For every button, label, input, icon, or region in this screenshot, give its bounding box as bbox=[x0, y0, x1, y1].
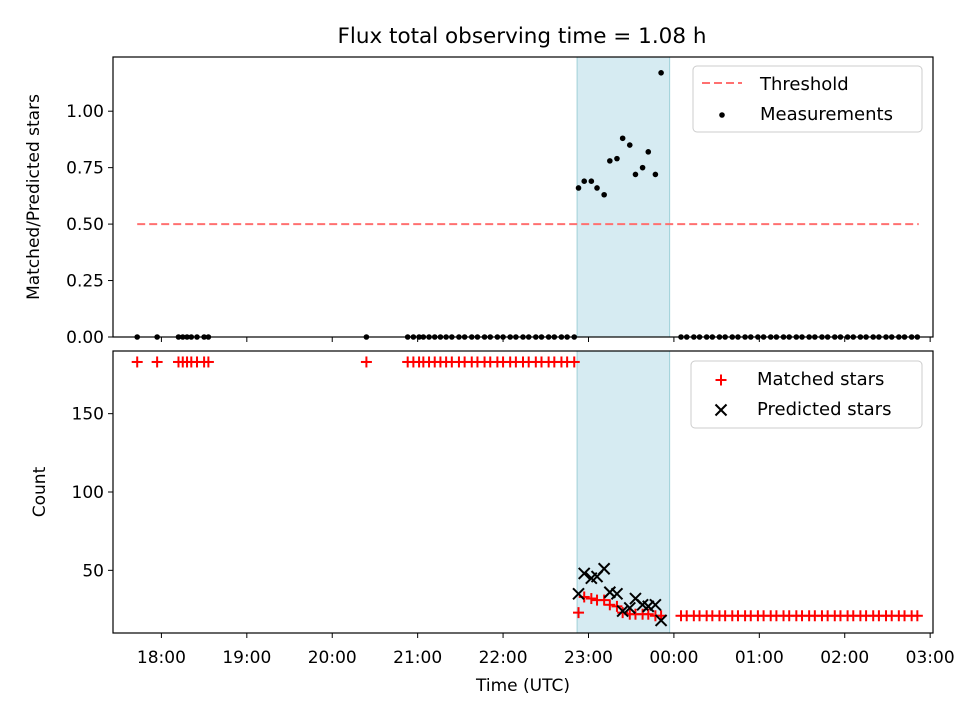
predicted-stars-points bbox=[572, 562, 668, 627]
ratio-y-axis-ticks: 0.00 0.25 0.50 0.75 1.00 bbox=[66, 102, 113, 348]
measurement-point bbox=[575, 185, 582, 191]
x-tick-label: 21:00 bbox=[393, 648, 442, 668]
x-tick-label: 01:00 bbox=[735, 648, 784, 668]
measurement-point bbox=[652, 171, 659, 178]
matched-star-marker bbox=[642, 608, 654, 620]
predicted-legend-marker bbox=[714, 403, 728, 417]
chart-title: Flux total observing time = 1.08 h bbox=[338, 24, 707, 49]
time-x-axis-label: Time (UTC) bbox=[475, 676, 570, 696]
x-tick-label: 19:00 bbox=[222, 648, 271, 668]
ratio-panel: 0.00 0.25 0.50 0.75 1.00 Matched/Predicted s… bbox=[24, 56, 934, 348]
matched-star-marker bbox=[598, 594, 610, 606]
measurement-point bbox=[614, 155, 620, 162]
matched-star-marker bbox=[202, 356, 214, 368]
predicted-star-marker bbox=[649, 598, 662, 612]
predicted-star-marker bbox=[616, 604, 629, 618]
observing-window-span bbox=[576, 350, 671, 634]
count-x-axis-ticks: 18:00 19:00 20:00 21:00 22:00 23:00 00:00 01:00… bbox=[137, 633, 955, 668]
matched-star-marker bbox=[131, 356, 143, 368]
matched-star-marker bbox=[573, 607, 585, 619]
measurement-point bbox=[581, 178, 588, 184]
observing-window-span bbox=[576, 56, 671, 338]
predicted-star-marker bbox=[572, 587, 585, 601]
matched-star-marker bbox=[604, 599, 616, 611]
predicted-legend-swatch bbox=[714, 403, 728, 417]
matched-star-marker bbox=[568, 356, 580, 368]
measurement-point bbox=[639, 164, 646, 171]
y-tick-label: 0.00 bbox=[66, 328, 104, 348]
count-legend: Matched stars Predicted stars bbox=[690, 360, 923, 429]
ratio-panel-frame bbox=[112, 56, 934, 338]
predicted-star-marker bbox=[578, 567, 591, 580]
y-tick-label: 0.25 bbox=[66, 272, 104, 292]
measurement-point bbox=[601, 191, 607, 198]
matched-star-marker bbox=[360, 356, 372, 368]
x-tick-label: 18:00 bbox=[137, 648, 186, 668]
y-tick-label: 0.75 bbox=[66, 159, 104, 179]
matched-legend-marker bbox=[715, 374, 727, 386]
predicted-star-marker bbox=[623, 601, 636, 615]
predicted-star-marker bbox=[654, 614, 668, 627]
x-tick-label: 03:00 bbox=[906, 648, 955, 668]
ratio-legend-box bbox=[692, 65, 923, 133]
measurement-point bbox=[626, 142, 633, 148]
measurement-point bbox=[645, 149, 652, 155]
y-tick-label: 50 bbox=[82, 561, 104, 581]
x-tick-label: 00:00 bbox=[649, 648, 698, 668]
count-y-axis-ticks: 50 100 150 bbox=[72, 405, 113, 581]
measurement-point bbox=[658, 70, 664, 76]
matched-star-marker bbox=[151, 356, 163, 368]
predicted-legend-label: Predicted stars bbox=[757, 399, 891, 420]
matched-stars-points bbox=[131, 356, 923, 622]
measurements-legend-swatch bbox=[719, 112, 725, 118]
ratio-x-axis-ticks bbox=[160, 337, 931, 342]
count-legend-box bbox=[690, 360, 923, 429]
y-tick-label: 0.50 bbox=[66, 215, 104, 235]
ratio-legend: Threshold Measurements bbox=[692, 65, 923, 133]
matched-legend-swatch bbox=[715, 374, 727, 386]
y-tick-label: 1.00 bbox=[66, 102, 104, 122]
x-tick-label: 20:00 bbox=[308, 648, 357, 668]
measurement-point bbox=[632, 171, 639, 178]
predicted-star-marker bbox=[597, 562, 611, 575]
x-tick-label: 23:00 bbox=[564, 648, 613, 668]
matched-star-marker bbox=[911, 610, 923, 622]
threshold-legend-label: Threshold bbox=[759, 74, 849, 95]
measurement-point bbox=[594, 185, 600, 191]
x-tick-label: 02:00 bbox=[820, 648, 869, 668]
measurement-point bbox=[588, 178, 595, 184]
measurements-legend-label: Measurements bbox=[760, 104, 893, 125]
y-tick-label: 100 bbox=[72, 483, 104, 503]
y-tick-label: 150 bbox=[72, 405, 104, 425]
count-panel: 50 100 150 18:00 19:00 20:00 21:00 22:00 23:00 0… bbox=[30, 350, 955, 696]
ratio-y-axis-label: Matched/Predicted stars bbox=[24, 94, 44, 300]
matched-legend-label: Matched stars bbox=[757, 369, 884, 390]
count-y-axis-label: Count bbox=[30, 466, 50, 517]
predicted-star-marker bbox=[610, 587, 624, 601]
measurement-point bbox=[619, 135, 626, 142]
matched-star-marker bbox=[585, 593, 597, 605]
x-tick-label: 22:00 bbox=[479, 648, 528, 668]
measurement-point bbox=[607, 158, 613, 164]
